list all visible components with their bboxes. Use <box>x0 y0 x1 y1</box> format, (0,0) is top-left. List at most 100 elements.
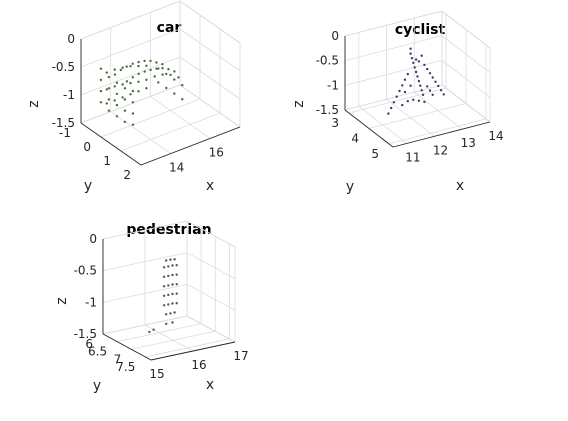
data-point <box>409 84 412 87</box>
data-point <box>406 100 409 103</box>
grid-line <box>102 283 188 303</box>
data-point <box>426 67 429 71</box>
axes-grid-car <box>80 0 241 166</box>
data-point <box>173 78 176 81</box>
data-point <box>129 93 132 96</box>
data-point <box>107 75 111 79</box>
data-point <box>145 78 148 82</box>
grid-line <box>120 112 221 152</box>
data-point <box>105 102 109 105</box>
data-point <box>131 62 134 65</box>
data-point <box>162 275 166 278</box>
x-tick-label: 14 <box>169 161 184 175</box>
box-edge <box>179 0 241 44</box>
x-tick-label: 16 <box>191 358 206 372</box>
data-point <box>123 87 127 90</box>
data-point <box>169 73 172 77</box>
data-point <box>439 89 443 92</box>
zlabel-car: z <box>26 100 42 107</box>
data-point <box>123 109 127 112</box>
data-point <box>414 70 418 74</box>
grid-line <box>179 56 241 100</box>
data-point <box>177 76 180 79</box>
z-tick-label: -0.5 <box>52 60 75 74</box>
data-point <box>137 64 140 68</box>
data-point <box>401 84 404 87</box>
axes-grid-pedestrian <box>102 220 236 361</box>
box-edge <box>441 84 491 123</box>
data-point <box>403 78 407 81</box>
data-point <box>125 80 129 83</box>
data-point <box>165 259 168 262</box>
data-point <box>403 90 407 94</box>
data-point <box>121 66 124 69</box>
data-point <box>131 123 135 126</box>
x-axis-line <box>140 126 241 166</box>
data-point <box>143 70 146 73</box>
y-tick-label: 0 <box>83 140 91 154</box>
data-point <box>113 68 116 71</box>
data-point <box>167 293 170 297</box>
data-point <box>167 68 170 71</box>
grid-line <box>186 283 236 311</box>
data-point <box>137 60 140 64</box>
grid-line <box>150 96 211 139</box>
data-point <box>387 112 390 115</box>
data-point <box>175 283 178 286</box>
y-axis-line <box>80 122 142 166</box>
grid-line <box>110 111 171 154</box>
grid-line <box>441 60 491 98</box>
y-tick-label: 4 <box>351 132 359 146</box>
data-point <box>401 103 404 107</box>
box-edge <box>179 84 241 128</box>
data-point <box>167 274 170 278</box>
y-tick-label: 7 <box>114 352 122 366</box>
subplot-title-pedestrian: pedestrian <box>126 222 211 238</box>
ylabel-pedestrian: y <box>93 378 101 394</box>
data-point <box>175 292 178 295</box>
grid-line <box>368 103 467 129</box>
x-tick-label: 11 <box>405 150 420 164</box>
grid-line <box>179 28 241 72</box>
data-point <box>167 284 170 287</box>
z-tick-label: -1.5 <box>74 327 97 341</box>
data-point <box>125 65 128 68</box>
grid-line <box>388 118 487 145</box>
data-point <box>165 322 168 325</box>
y-tick-label: 6 <box>85 337 93 351</box>
grid-line <box>348 87 447 114</box>
data-point <box>434 80 437 84</box>
data-point <box>431 93 434 97</box>
data-point <box>157 81 160 84</box>
data-point <box>162 294 166 297</box>
zlabel-cyclist: z <box>291 100 307 107</box>
data-point <box>131 112 135 115</box>
data-point <box>131 101 135 104</box>
data-point <box>99 78 103 82</box>
y-tick-label: -1 <box>59 126 71 140</box>
data-point <box>161 73 164 76</box>
box-edge <box>102 315 188 335</box>
data-point <box>161 67 164 70</box>
y-axis-line <box>344 109 394 148</box>
grid-line <box>344 59 443 86</box>
z-tick-label: 0 <box>331 29 339 43</box>
y-axis-line <box>102 333 152 361</box>
data-point <box>169 258 172 261</box>
grid-line <box>117 323 202 343</box>
data-point <box>398 89 401 93</box>
data-point <box>137 90 140 93</box>
box-edge <box>344 84 443 111</box>
data-point <box>107 98 111 101</box>
grid-line <box>441 35 491 73</box>
data-point <box>171 273 174 277</box>
data-point <box>442 93 445 96</box>
ylabel-car: y <box>84 178 92 194</box>
data-point <box>145 64 148 68</box>
x-tick-label: 17 <box>233 349 248 363</box>
data-point <box>417 79 421 83</box>
data-point <box>419 84 422 87</box>
data-point <box>171 264 174 267</box>
data-point <box>169 312 172 315</box>
